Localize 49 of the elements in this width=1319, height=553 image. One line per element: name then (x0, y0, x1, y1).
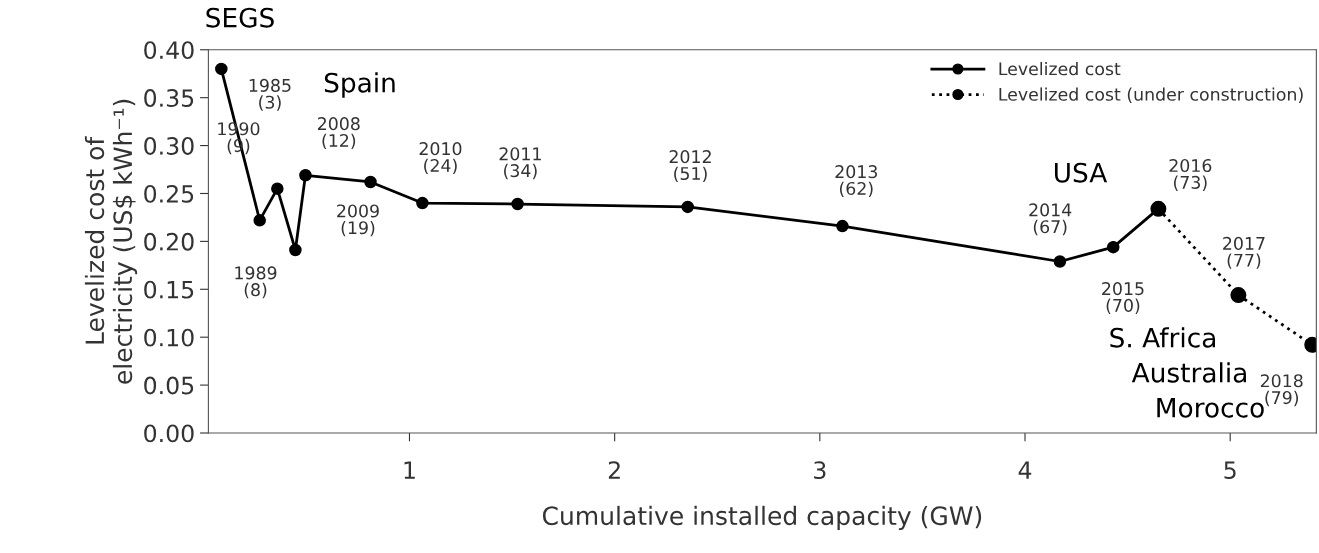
text: SEGS (206, 7, 274, 28)
annotation: 2016 (73) (1169, 158, 1212, 191)
point (836, 219, 849, 233)
point (1230, 287, 1247, 304)
annotation: 1989 (8) (235, 266, 277, 299)
annotation: S. Africa (1110, 327, 1215, 348)
annotation: 2012 (51) (669, 150, 711, 183)
annotation: 2013 (62) (835, 165, 877, 198)
annotation: Spain (324, 72, 395, 98)
y-tick-label: 0.35 (144, 89, 194, 107)
x-tick-label: 4 (1018, 461, 1032, 479)
point (681, 200, 694, 214)
annotation: 1985 (3) (249, 78, 291, 111)
point (271, 182, 284, 195)
annotation: 2008 (12) (317, 117, 360, 150)
y-tick-label: 0.10 (144, 328, 194, 347)
annotation: Australia (1131, 362, 1246, 383)
y-tick-label: 0.00 (144, 424, 194, 443)
y-tick-label: 0.30 (144, 137, 194, 155)
point (289, 243, 302, 257)
point (1106, 240, 1120, 254)
point (1304, 336, 1317, 353)
x-tick-label: 5 (1224, 461, 1236, 480)
point (364, 175, 377, 189)
y-tick-label: 0.25 (144, 184, 194, 203)
point (1053, 255, 1067, 268)
annotation: 2011 (34) (499, 147, 541, 180)
point (416, 196, 429, 210)
point (253, 214, 266, 227)
x-tick-label: 1 (404, 461, 415, 479)
annotation: 2015 (70) (1102, 282, 1144, 314)
x-axis-title: Cumulative installed capacity (GW) (542, 505, 982, 531)
y-tick-label: 0.40 (144, 41, 194, 60)
y-tick-label: 0.05 (144, 376, 194, 395)
x-tick-label: 2 (608, 461, 620, 479)
point (299, 169, 312, 182)
annotation: 2017 (77) (1223, 236, 1265, 269)
annotation: 2009 (19) (337, 204, 379, 237)
point (215, 62, 228, 76)
annotation: 2010 (24) (419, 142, 462, 175)
annotation: 2014 (67) (1029, 203, 1072, 236)
legend-label: Levelized cost (under construction) (999, 87, 1303, 103)
point (511, 197, 524, 211)
annotation: USA (1054, 162, 1108, 183)
y-axis-title: Levelized cost of electricity (US$ kWh⁻¹) (84, 99, 138, 384)
y-tick-label: 0.15 (144, 280, 194, 299)
legend-label: Levelized cost (999, 61, 1121, 76)
x-tick-label: 3 (814, 461, 826, 480)
y-tick-label: 0.20 (144, 232, 194, 251)
